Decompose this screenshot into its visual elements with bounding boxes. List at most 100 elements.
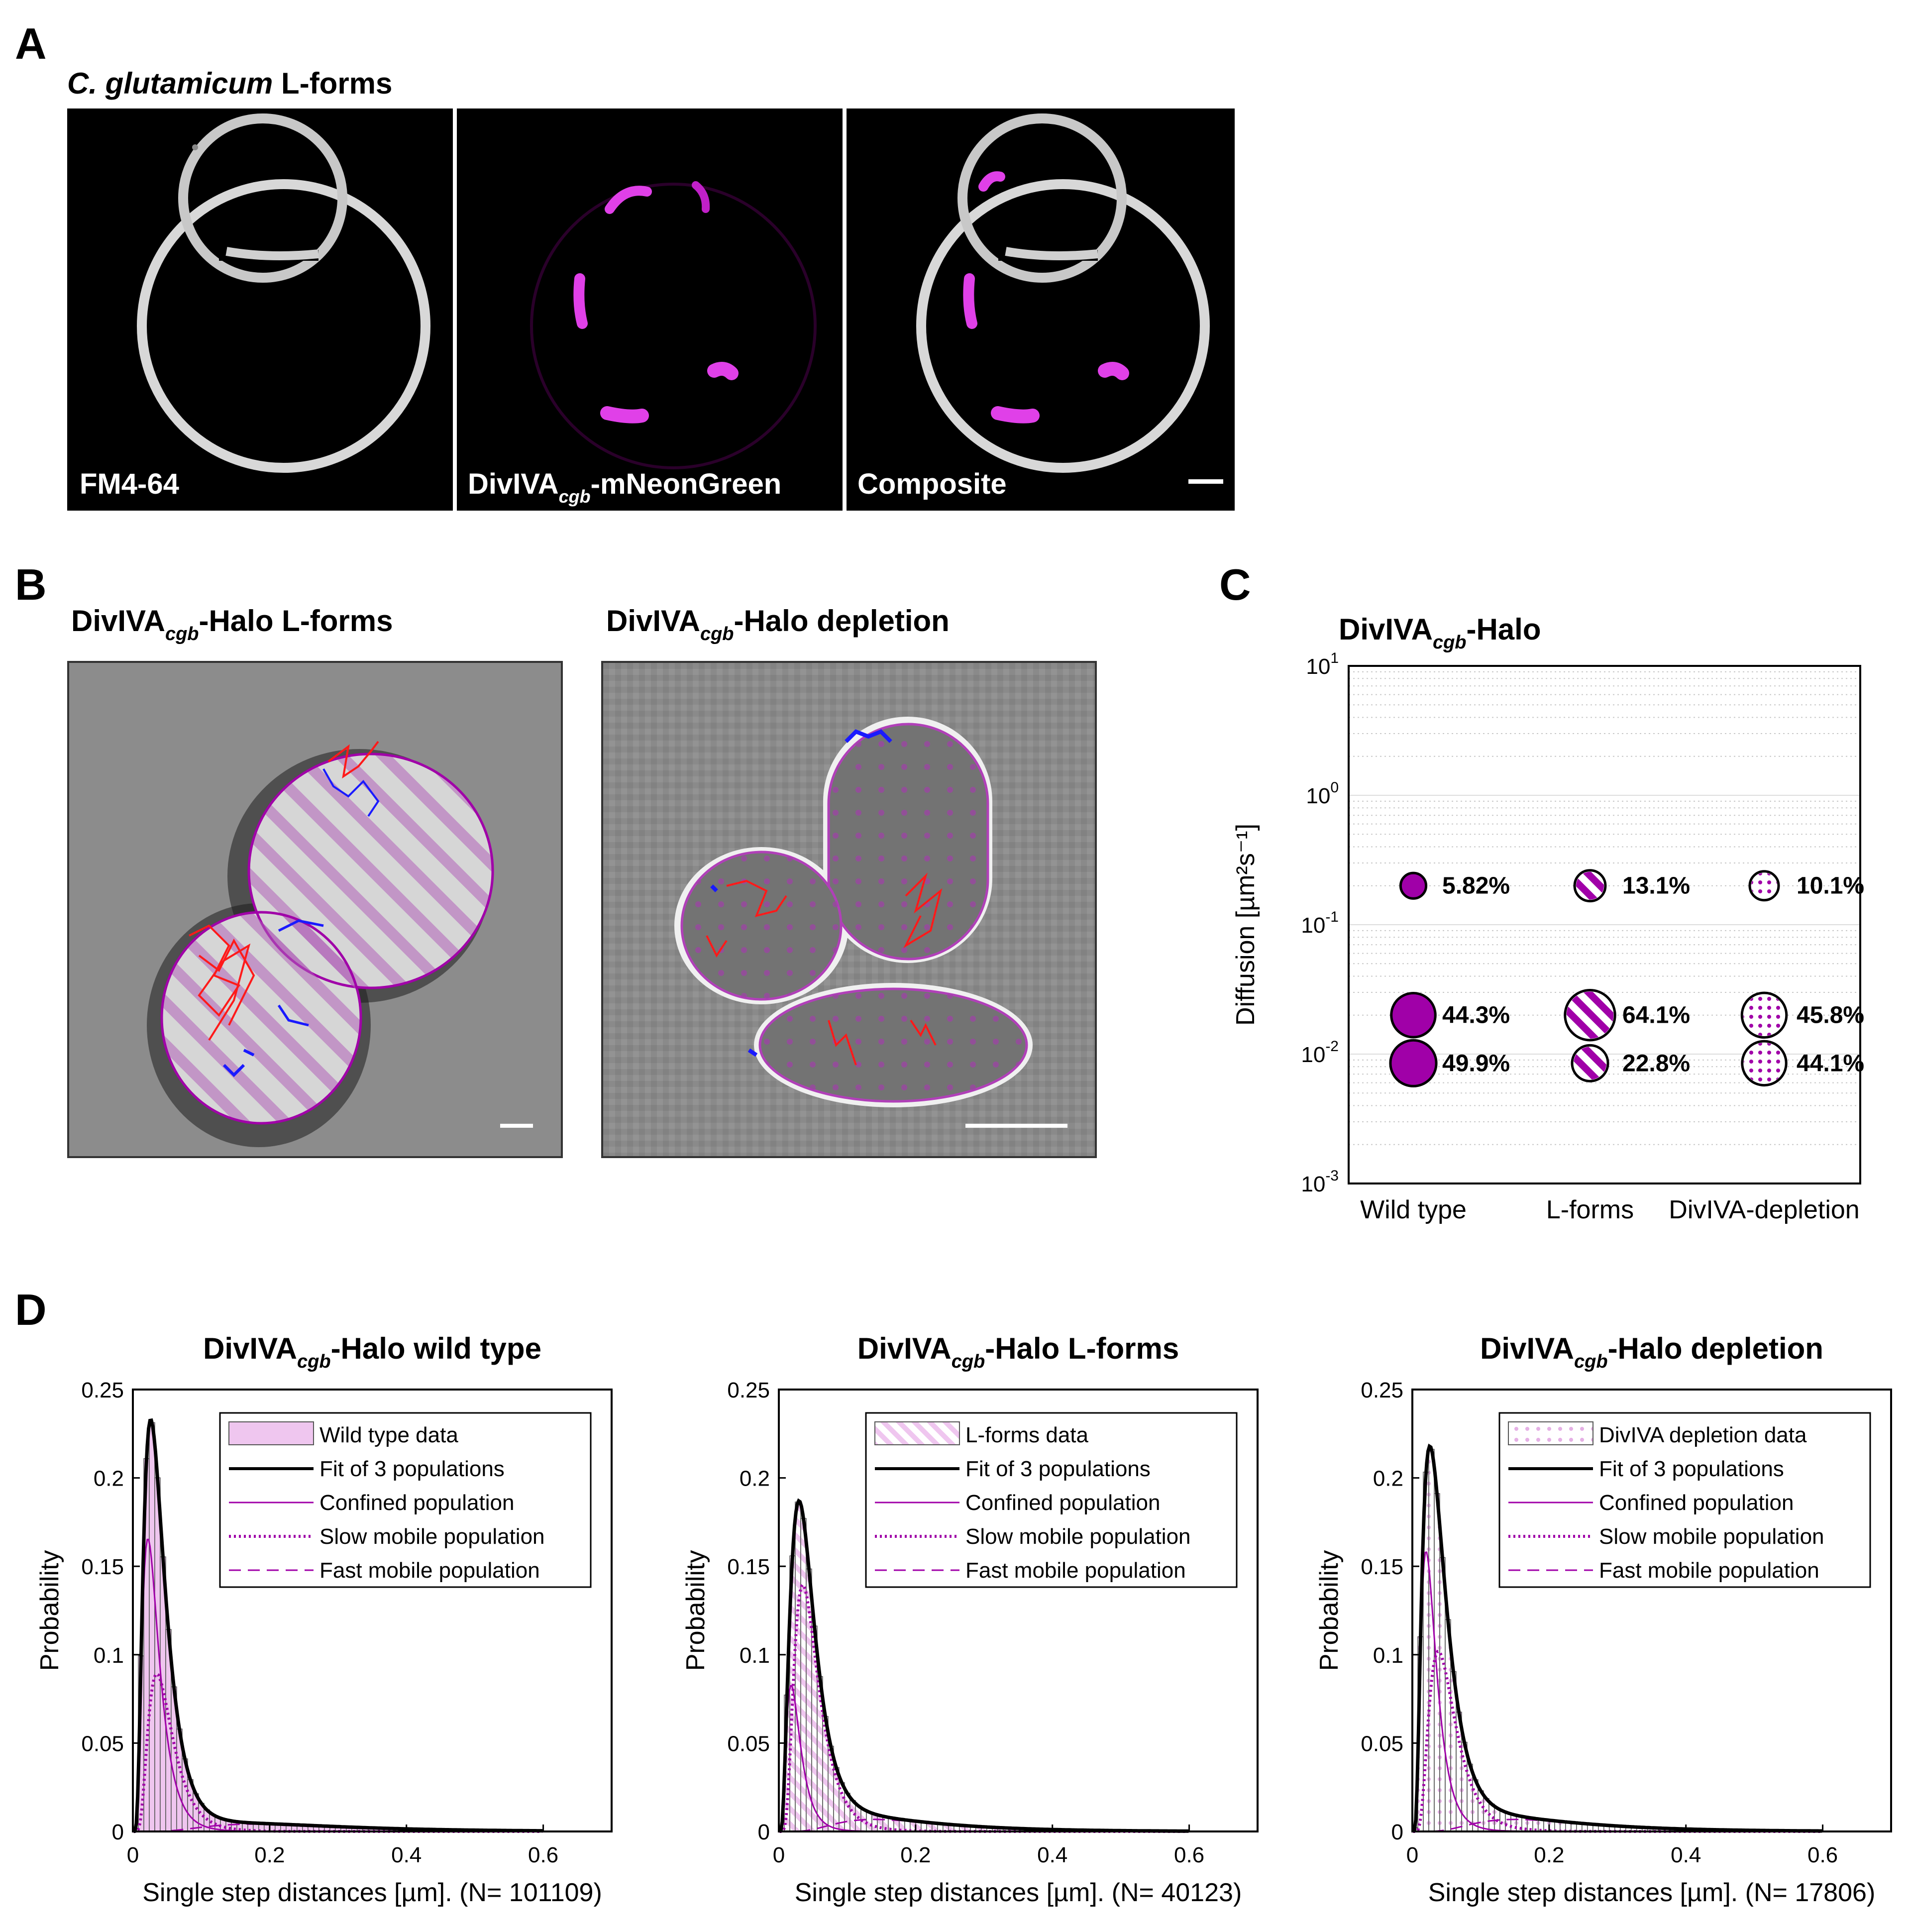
- tick-base: 10: [1306, 654, 1330, 679]
- chart-title-rest: -Halo wild type: [331, 1332, 541, 1365]
- depletion-tracking-image: [601, 661, 1097, 1158]
- x-tick-label: 0.2: [254, 1843, 285, 1867]
- legend-label: Confined population: [319, 1491, 514, 1515]
- chart-title-rest: -Halo depletion: [1608, 1332, 1823, 1365]
- x-tick-label: 0.6: [1174, 1843, 1204, 1867]
- x-tick-label: 0.2: [900, 1843, 931, 1867]
- legend-swatch-data: [1508, 1421, 1593, 1445]
- x-tick-label: 0: [1406, 1843, 1418, 1867]
- panel-letter-a: A: [15, 19, 47, 68]
- chart-c-title-sub: cgb: [1433, 632, 1467, 653]
- plot-frame: [1348, 665, 1861, 1184]
- x-tick-label: DivIVA-depletion: [1669, 1195, 1859, 1224]
- legend-label: Wild type data: [319, 1423, 458, 1447]
- bubble-label: 10.1%: [1797, 873, 1864, 899]
- chart-title: DivIVAcgb-Halo depletion: [1480, 1332, 1823, 1372]
- legend-label: Fit of 3 populations: [319, 1457, 505, 1481]
- legend-label: Slow mobile population: [1599, 1524, 1824, 1549]
- y-tick-label: 0.05: [1361, 1731, 1403, 1756]
- lforms-tracking-image: [67, 661, 563, 1158]
- fm4-64-label: FM4-64: [80, 468, 179, 500]
- legend-label: DivIVA depletion data: [1599, 1423, 1807, 1447]
- histogram-bar: [1505, 1813, 1511, 1832]
- y-axis-label: Probability: [35, 1550, 64, 1671]
- tick-base: 10: [1306, 784, 1330, 808]
- legend-label: Fit of 3 populations: [1599, 1457, 1784, 1481]
- chart-title: DivIVAcgb-Halo wild type: [203, 1332, 541, 1372]
- y-tick-label: 0.2: [740, 1467, 770, 1491]
- bubble-pattern: [1576, 871, 1604, 900]
- legend-label: Fast mobile population: [319, 1558, 540, 1583]
- x-tick-label: 0.4: [1037, 1843, 1067, 1867]
- panel-b-right-title: DivIVAcgb-Halo depletion: [606, 604, 950, 644]
- y-tick-label: 0.1: [1373, 1643, 1403, 1668]
- chart-title-sub: cgb: [952, 1351, 985, 1372]
- legend-swatch-data: [228, 1421, 314, 1445]
- x-axis-label: Single step distances [µm]. (N= 101109): [142, 1878, 602, 1907]
- y-tick-label: 0.15: [81, 1555, 124, 1579]
- tick-base: 10: [1301, 1043, 1325, 1067]
- bubble-label: 22.8%: [1622, 1050, 1690, 1076]
- chart-title: DivIVAcgb-Halo L-forms: [857, 1332, 1179, 1372]
- y-tick-label: 0.25: [727, 1378, 770, 1402]
- microscopy-composite: Composite: [847, 108, 1235, 511]
- x-tick-label: 0.2: [1534, 1843, 1564, 1867]
- tick-base: 10: [1301, 1172, 1325, 1196]
- bubble-pattern: [1751, 872, 1777, 899]
- chart-title-sub: cgb: [1574, 1351, 1608, 1372]
- plot-frame: [132, 1389, 613, 1832]
- legend-label: Fast mobile population: [965, 1558, 1186, 1583]
- x-tick-label: 0.4: [391, 1843, 422, 1867]
- x-tick-label: 0: [127, 1843, 139, 1867]
- x-tick-label: 0.4: [1671, 1843, 1701, 1867]
- chart-title-main: DivIVA: [1480, 1332, 1574, 1365]
- tick-exp: 0: [1330, 779, 1339, 796]
- x-tick-label: 0: [773, 1843, 785, 1867]
- histogram-bar: [795, 1502, 801, 1832]
- y-tick-label: 10-3: [1301, 1168, 1339, 1196]
- microscopy-fm4-64: FM4-64: [67, 108, 453, 511]
- bubble-pattern: [1743, 1043, 1785, 1084]
- legend-label: Slow mobile population: [965, 1524, 1191, 1549]
- y-tick-label: 10-1: [1301, 909, 1339, 938]
- tick-exp: -1: [1325, 909, 1339, 925]
- bubble: [1389, 1039, 1438, 1087]
- divivA-label: DivIVAcgb-mNeonGreen: [468, 468, 781, 507]
- chart-c-title-rest: -Halo: [1467, 613, 1541, 646]
- chart-title-main: DivIVA: [203, 1332, 297, 1365]
- y-tick-label: 0.05: [727, 1731, 770, 1756]
- chart-title-sub: cgb: [297, 1351, 331, 1372]
- histogram-wild-type: DivIVAcgb-Halo wild type 0 0.05 0.1 0.15 0.2 0…: [35, 1332, 613, 1907]
- y-tick-label: 0: [112, 1820, 124, 1844]
- bubble-pattern: [1743, 994, 1785, 1036]
- panel-b-left-title: DivIVAcgb-Halo L-forms: [71, 604, 393, 644]
- y-tick-label: 0.05: [81, 1731, 124, 1756]
- y-tick-label: 0.15: [727, 1555, 770, 1579]
- x-axis-label: Single step distances [µm]. (N= 40123): [795, 1878, 1242, 1907]
- chart-title-main: DivIVA: [857, 1332, 952, 1365]
- bubble: [1390, 991, 1437, 1039]
- microscopy-divivA-mneongreen: DivIVAcgb-mNeonGreen: [457, 108, 843, 511]
- bubble-label: 64.1%: [1622, 1002, 1690, 1029]
- legend-label: L-forms data: [965, 1423, 1089, 1447]
- chart-title-rest: -Halo L-forms: [985, 1332, 1179, 1365]
- y-axis-label: Probability: [1315, 1550, 1344, 1671]
- plot-frame: [1411, 1389, 1892, 1832]
- histogram-bar: [149, 1422, 155, 1832]
- histogram-depletion: DivIVAcgb-Halo depletion 0 0.05 0.1 0.15 0.2 0…: [1315, 1332, 1892, 1907]
- y-tick-label: 0.25: [81, 1378, 124, 1402]
- bubble-pattern: [1573, 1047, 1607, 1080]
- y-tick-label: 0.1: [94, 1643, 124, 1668]
- y-tick-label: 0: [1391, 1820, 1403, 1844]
- legend-label: Confined population: [965, 1491, 1160, 1515]
- x-axis-label: Single step distances [µm]. (N= 17806): [1428, 1878, 1876, 1907]
- x-tick-label: Wild type: [1360, 1195, 1467, 1224]
- plot-frame: [778, 1389, 1259, 1832]
- bubble: [1399, 871, 1428, 900]
- bubble-label: 5.82%: [1442, 873, 1510, 899]
- x-tick-label: L-forms: [1546, 1195, 1634, 1224]
- tick-base: 10: [1301, 913, 1325, 938]
- y-tick-label: 0.25: [1361, 1378, 1403, 1402]
- legend-label: Confined population: [1599, 1491, 1794, 1515]
